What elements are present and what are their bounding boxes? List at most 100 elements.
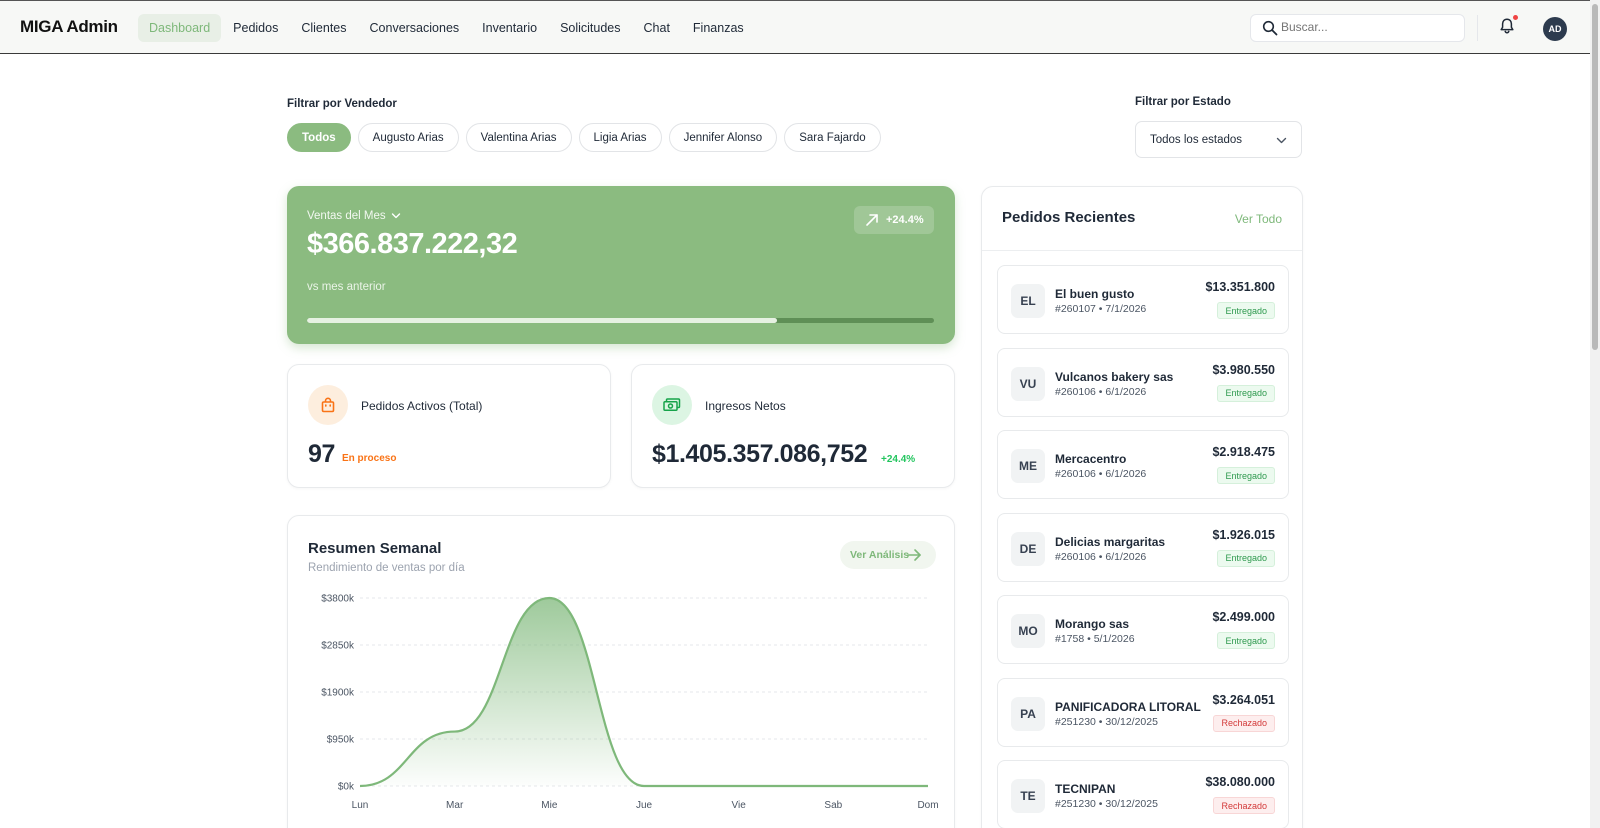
chevron-down-icon[interactable] [391, 211, 401, 221]
x-tick-label: Lun [352, 800, 369, 811]
notification-dot [1513, 15, 1518, 20]
order-status-badge: Entregado [1217, 302, 1275, 319]
weekly-summary-subtitle: Rendimiento de ventas por día [308, 562, 465, 574]
order-row[interactable]: VU Vulcanos bakery sas #260106 • 6/1/2026 $… [997, 347, 1289, 417]
nav-item-dashboard[interactable]: Dashboard [138, 14, 222, 42]
monthly-sales-card: Ventas del Mes $366.837.222,32 vs mes an… [287, 186, 955, 344]
chevron-down-icon [1276, 137, 1287, 144]
x-tick-label: Vie [732, 800, 747, 811]
scrollbar-thumb[interactable] [1592, 4, 1598, 350]
order-status-badge: Entregado [1217, 467, 1275, 484]
nav-item-chat[interactable]: Chat [643, 21, 670, 35]
brand-logo[interactable]: MIGA Admin [20, 17, 118, 36]
order-row[interactable]: MO Morango sas #1758 • 5/1/2026 $2.499.000 E… [997, 595, 1289, 664]
net-income-label: Ingresos Netos [705, 399, 786, 413]
order-avatar: MO [1011, 614, 1045, 648]
sales-line [359, 596, 928, 788]
vendor-chip-valentina-arias[interactable]: Valentina Arias [465, 123, 572, 152]
order-avatar: PA [1011, 696, 1045, 731]
order-amount: $38.080.000 [1205, 775, 1275, 789]
monthly-sales-value: $366.837.222,32 [307, 228, 518, 260]
order-client-name: Mercacentro [1055, 452, 1127, 466]
net-income-growth: +24.4% [881, 454, 916, 465]
vendor-chip-jennifer-alonso[interactable]: Jennifer Alonso [668, 123, 778, 152]
order-avatar: VU [1011, 366, 1045, 401]
order-row[interactable]: ME Mercacentro #260106 • 6/1/2026 $2.918.47… [997, 430, 1289, 499]
order-row[interactable]: TE TECNIPAN #251230 • 30/12/2025 $38.080.00… [997, 760, 1289, 828]
weekly-sales-chart: $0k $950k $1900k $2850k $3800k Lun Mar Mie Jue Vi… [321, 594, 938, 812]
vendor-chip-todos[interactable]: Todos [287, 123, 351, 152]
order-status-badge: Entregado [1217, 384, 1275, 402]
y-tick-label: $0k [338, 782, 355, 793]
order-avatar: DE [1011, 531, 1045, 566]
y-tick-label: $950k [327, 735, 355, 746]
order-row[interactable]: PA PANIFICADORA LITORAL #251230 • 30/12/20… [997, 677, 1289, 747]
arrow-right-icon [907, 549, 921, 561]
order-avatar: EL [1011, 284, 1045, 318]
monthly-sales-progress-fill [307, 318, 778, 323]
order-amount: $3.980.550 [1212, 362, 1275, 377]
recent-orders-title: Pedidos Recientes [1002, 209, 1136, 226]
order-meta: #251230 • 30/12/2025 [1055, 715, 1158, 728]
nav-item-solicitudes[interactable]: Solicitudes [560, 21, 621, 35]
growth-badge: +24.4% [854, 206, 934, 234]
vendor-chip-augusto-arias[interactable]: Augusto Arias [357, 123, 459, 152]
vendor-filter-chips: Todos Augusto Arias Valentina Arias Ligi… [287, 123, 881, 152]
y-tick-label: $3800k [321, 594, 355, 605]
active-orders-note: En proceso [342, 453, 397, 464]
x-tick-label: Jue [636, 800, 653, 811]
nav-item-inventario[interactable]: Inventario [482, 21, 538, 35]
active-orders-card: Pedidos Activos (Total) 97 En proceso [287, 364, 611, 488]
active-orders-label: Pedidos Activos (Total) [361, 399, 483, 413]
user-avatar[interactable]: AD [1543, 17, 1567, 41]
x-tick-label: Mar [446, 800, 464, 811]
page-scrollbar[interactable] [1590, 0, 1600, 828]
vendor-chip-ligia-arias[interactable]: Ligia Arias [578, 123, 662, 152]
order-meta: #260106 • 6/1/2026 [1055, 385, 1147, 398]
order-client-name: Vulcanos bakery sas [1055, 369, 1174, 384]
x-tick-label: Dom [917, 800, 938, 811]
top-navbar: MIGA Admin Dashboard Pedidos Clientes Co… [0, 0, 1590, 54]
nav-item-clientes[interactable]: Clientes [301, 21, 347, 35]
order-amount: $2.918.475 [1212, 445, 1275, 459]
monthly-sales-label[interactable]: Ventas del Mes [307, 210, 386, 222]
order-status-badge: Rechazado [1213, 797, 1275, 814]
view-analysis-button[interactable]: Ver Análisis [840, 541, 936, 569]
active-orders-value: 97 [308, 440, 336, 468]
x-tick-label: Mie [541, 800, 558, 811]
search-input[interactable] [1281, 20, 1456, 34]
order-meta: #260107 • 7/1/2026 [1055, 303, 1147, 315]
view-all-orders-link[interactable]: Ver Todo [1234, 212, 1282, 226]
nav-item-pedidos[interactable]: Pedidos [233, 21, 279, 35]
shopping-bag-icon [308, 385, 348, 425]
order-avatar: TE [1011, 779, 1045, 813]
status-filter-select[interactable]: Todos los estados [1135, 121, 1302, 158]
growth-badge-value: +24.4% [886, 214, 924, 226]
search-icon [1262, 20, 1278, 36]
sales-area-fill [360, 598, 928, 786]
order-row[interactable]: DE Delicias margaritas #260106 • 6/1/2026 $… [997, 512, 1289, 582]
order-meta: #251230 • 30/12/2025 [1055, 798, 1158, 810]
order-amount: $3.264.051 [1212, 692, 1275, 707]
trend-up-arrow-icon [866, 214, 878, 226]
net-income-card: Ingresos Netos $1.405.357.086,752 +24.4% [631, 364, 955, 488]
nav-item-conversaciones[interactable]: Conversaciones [369, 21, 460, 35]
order-client-name: TECNIPAN [1055, 782, 1116, 796]
order-meta: #260106 • 6/1/2026 [1055, 550, 1147, 563]
order-amount: $2.499.000 [1212, 610, 1275, 624]
order-meta: #1758 • 5/1/2026 [1055, 633, 1135, 645]
order-row[interactable]: EL El buen gusto #260107 • 7/1/2026 $13.351… [997, 265, 1289, 334]
view-analysis-label: Ver Análisis [850, 549, 910, 561]
order-meta: #260106 • 6/1/2026 [1055, 468, 1147, 480]
notification-bell-icon[interactable] [1498, 17, 1516, 35]
nav-item-finanzas[interactable]: Finanzas [692, 21, 744, 35]
vendor-chip-sara-fajardo[interactable]: Sara Fajardo [784, 123, 881, 152]
search-box[interactable] [1250, 14, 1465, 42]
order-status-badge: Entregado [1217, 549, 1275, 567]
order-amount: $13.351.800 [1205, 280, 1275, 294]
order-amount: $1.926.015 [1212, 527, 1275, 542]
nav-divider [1477, 15, 1478, 41]
monthly-sales-progress [307, 318, 934, 323]
order-client-name: Delicias margaritas [1055, 534, 1166, 549]
status-filter-label: Filtrar por Estado [1135, 96, 1231, 108]
